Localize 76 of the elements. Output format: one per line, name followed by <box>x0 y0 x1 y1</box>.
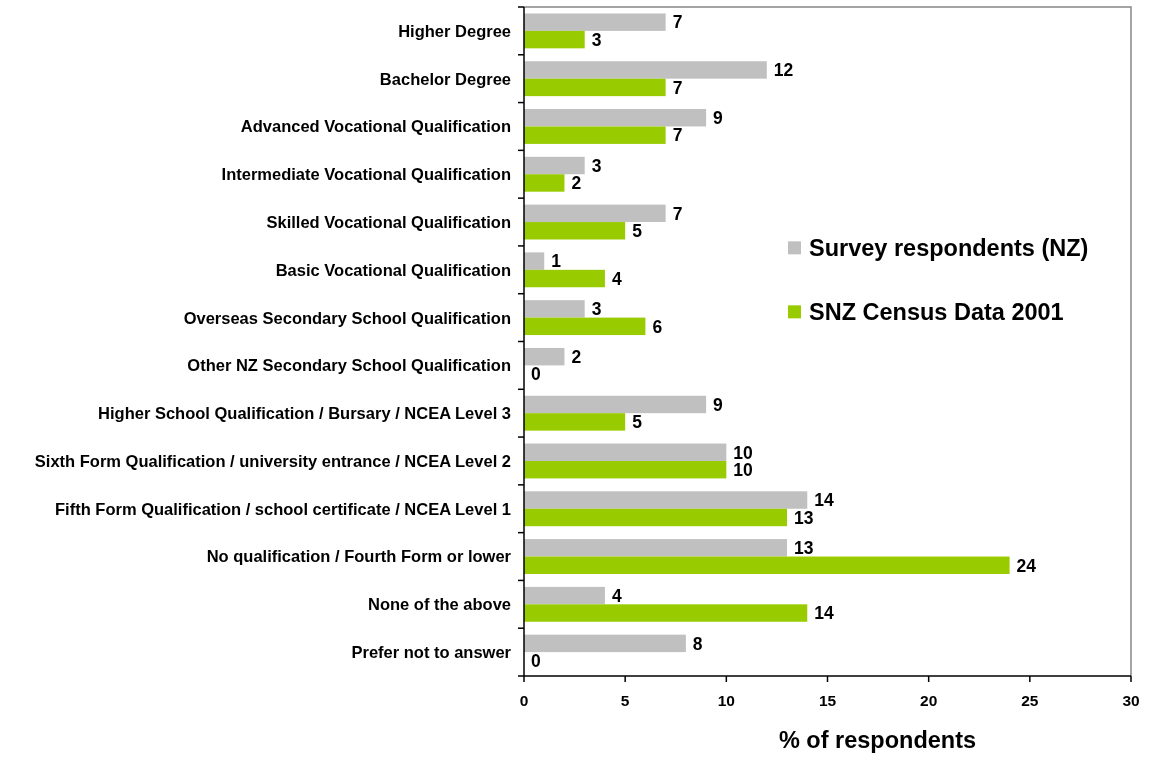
data-label: 2 <box>571 346 582 367</box>
bar <box>524 126 666 144</box>
x-tick-label: 20 <box>920 692 938 709</box>
legend-label: Survey respondents (NZ) <box>809 235 1089 262</box>
data-label: 7 <box>672 77 683 98</box>
bar <box>524 604 808 622</box>
legend-label: SNZ Census Data 2001 <box>809 299 1064 326</box>
bar <box>524 174 565 192</box>
bar <box>524 78 666 97</box>
y-tick-label: Prefer not to answer <box>351 643 512 662</box>
data-label: 24 <box>1016 555 1037 576</box>
y-tick-label: Intermediate Vocational Qualification <box>221 165 511 184</box>
data-label: 0 <box>531 364 541 385</box>
data-label: 7 <box>672 125 683 146</box>
bar <box>524 395 707 414</box>
data-label: 12 <box>773 60 794 81</box>
bar <box>524 491 808 509</box>
y-tick-label: No qualification / Fourth Form or lower <box>206 547 512 566</box>
data-label: 4 <box>611 268 622 289</box>
bar <box>524 269 605 288</box>
bar <box>524 634 686 653</box>
y-tick-label: Fifth Form Qualification / school certificate / NCEA Level 1 <box>55 499 511 518</box>
x-tick-label: 10 <box>717 692 735 709</box>
data-label: 3 <box>591 155 602 176</box>
data-label: 6 <box>652 316 663 337</box>
data-label: 14 <box>814 490 834 511</box>
bar <box>524 539 788 557</box>
y-tick-label: Other NZ Secondary School Qualification <box>187 356 511 375</box>
data-label: 7 <box>672 12 683 33</box>
data-label: 5 <box>632 221 643 242</box>
data-label: 9 <box>713 108 724 129</box>
bar <box>524 156 585 175</box>
data-label: 2 <box>571 173 582 194</box>
data-label: 8 <box>692 633 703 654</box>
bar <box>524 109 707 127</box>
x-tick-label: 0 <box>519 692 529 709</box>
bar <box>524 460 727 479</box>
bar <box>524 443 727 461</box>
y-tick-label: Basic Vocational Qualification <box>275 260 511 279</box>
bar <box>524 252 545 270</box>
data-label: 1 <box>551 251 562 272</box>
x-tick-label: 30 <box>1122 692 1140 709</box>
bar <box>524 317 646 336</box>
data-label: 5 <box>632 412 643 433</box>
bar <box>524 30 585 49</box>
x-axis-title: % of respondents <box>778 727 977 753</box>
bar <box>524 13 666 31</box>
data-label: 9 <box>713 394 724 415</box>
y-tick-label: Sixth Form Qualification / university entrance / NCEA Level 2 <box>34 451 511 470</box>
bar <box>524 300 585 318</box>
y-tick-label: Skilled Vocational Qualification <box>266 212 511 231</box>
y-tick-label: Higher School Qualification / Bursary / NCEA Level 3 <box>98 404 511 423</box>
bar <box>524 61 767 79</box>
bar <box>524 413 626 431</box>
y-tick-label: Higher Degree <box>398 21 511 40</box>
bar <box>524 508 788 527</box>
y-tick-label: None of the above <box>367 595 511 614</box>
bar <box>524 204 666 223</box>
data-label: 0 <box>531 651 541 672</box>
y-tick-label: Overseas Secondary School Qualification <box>183 308 511 327</box>
y-tick-label: Advanced Vocational Qualification <box>240 117 511 136</box>
data-label: 14 <box>814 603 834 624</box>
bar <box>524 586 605 605</box>
bar <box>524 556 1010 574</box>
data-label: 4 <box>611 585 622 606</box>
y-tick-label: Bachelor Degree <box>379 69 511 88</box>
bar <box>524 347 565 366</box>
x-tick-label: 25 <box>1021 692 1039 709</box>
bar <box>524 222 626 240</box>
x-tick-label: 5 <box>620 692 630 709</box>
data-label: 3 <box>591 29 602 50</box>
x-tick-label: 15 <box>818 692 837 709</box>
data-label: 7 <box>672 203 683 224</box>
data-label: 13 <box>794 507 814 528</box>
data-label: 13 <box>794 538 814 559</box>
data-label: 3 <box>591 299 602 320</box>
